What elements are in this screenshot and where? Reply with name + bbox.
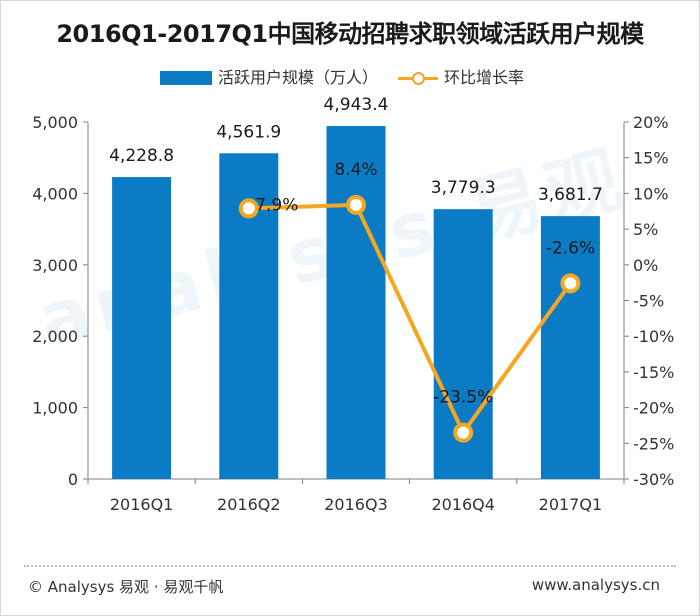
- legend: 活跃用户规模（万人） 环比增长率: [0, 66, 700, 90]
- y-left-tick-label: 3,000: [32, 256, 78, 275]
- bar-value-label: 3,681.7: [538, 185, 603, 205]
- x-tick-label: 2016Q4: [431, 495, 495, 514]
- bar: [540, 216, 600, 479]
- y-left-tick-label: 2,000: [32, 327, 78, 346]
- y-left-tick-label: 4,000: [32, 184, 78, 203]
- y-left-tick-label: 0: [68, 470, 78, 489]
- bar-value-label: 4,228.8: [109, 146, 174, 166]
- y-right-tick-label: 20%: [633, 113, 669, 132]
- bar-value-label: 3,779.3: [431, 178, 496, 198]
- y-right-tick-label: 5%: [633, 220, 658, 239]
- growth-line: [248, 202, 573, 435]
- combo-chart: 4,228.8 4,561.9 4,943.4 3,779.3 3,681.7 7.9%…: [32, 95, 674, 514]
- bar-labels: 4,228.8 4,561.9 4,943.4 3,779.3 3,681.7: [109, 95, 603, 205]
- line-series: [238, 194, 581, 443]
- y-right-tick-label: -5%: [633, 292, 664, 311]
- x-tick-label: 2016Q3: [324, 495, 388, 514]
- y-right-tick-label: 10%: [633, 184, 669, 203]
- y-right-tick-label: 15%: [633, 149, 669, 168]
- growth-point: [238, 198, 259, 219]
- growth-value-label: -23.5%: [433, 388, 493, 408]
- bar: [326, 126, 386, 480]
- x-tick-label: 2017Q1: [539, 495, 603, 514]
- y-right-tick-label: -10%: [633, 327, 674, 346]
- legend-line-marker: [412, 72, 425, 85]
- y-right-tick-label: -15%: [633, 363, 674, 382]
- growth-value-label: 7.9%: [255, 195, 298, 215]
- y-right-tick-label: -30%: [633, 470, 674, 489]
- y-right-tick-label: -25%: [633, 434, 674, 453]
- growth-value-label: 8.4%: [334, 160, 377, 180]
- legend-bar-swatch: [160, 71, 212, 85]
- footer-copyright: © Analysys 易观 · 易观千帆: [28, 578, 224, 596]
- x-tick-label: 2016Q1: [110, 495, 174, 514]
- axes: [83, 121, 629, 484]
- x-axis-tick-labels: 2016Q1 2016Q2 2016Q3 2016Q4 2017Q1: [110, 495, 602, 514]
- legend-bar-label: 活跃用户规模（万人）: [218, 68, 379, 87]
- footer-divider: [24, 565, 676, 567]
- growth-value-label: -2.6%: [546, 238, 595, 258]
- growth-point: [346, 194, 366, 215]
- chart-title: 2016Q1-2017Q1中国移动招聘求职领域活跃用户规模: [56, 20, 644, 48]
- x-tick-label: 2016Q2: [217, 495, 281, 514]
- bar-value-label: 4,561.9: [216, 122, 281, 142]
- y-right-tick-labels: -30% -25% -20% -15% -10% -5% 0% 5% 10% 15% 20%: [633, 113, 674, 489]
- bar-value-label: 4,943.4: [324, 95, 389, 115]
- legend-line-label: 环比增长率: [444, 68, 525, 87]
- footer-url: www.analysys.cn: [531, 576, 660, 594]
- y-left-tick-label: 5,000: [32, 113, 78, 132]
- growth-point: [453, 422, 474, 443]
- y-right-tick-label: -20%: [633, 399, 674, 418]
- y-right-tick-label: 0%: [633, 256, 658, 275]
- bar: [112, 177, 172, 480]
- line-labels: 7.9% 8.4% -23.5% -2.6%: [255, 160, 595, 408]
- growth-point: [560, 273, 581, 294]
- y-left-tick-label: 1,000: [32, 399, 78, 418]
- y-left-tick-labels: 0 1,000 2,000 3,000 4,000 5,000: [32, 113, 78, 489]
